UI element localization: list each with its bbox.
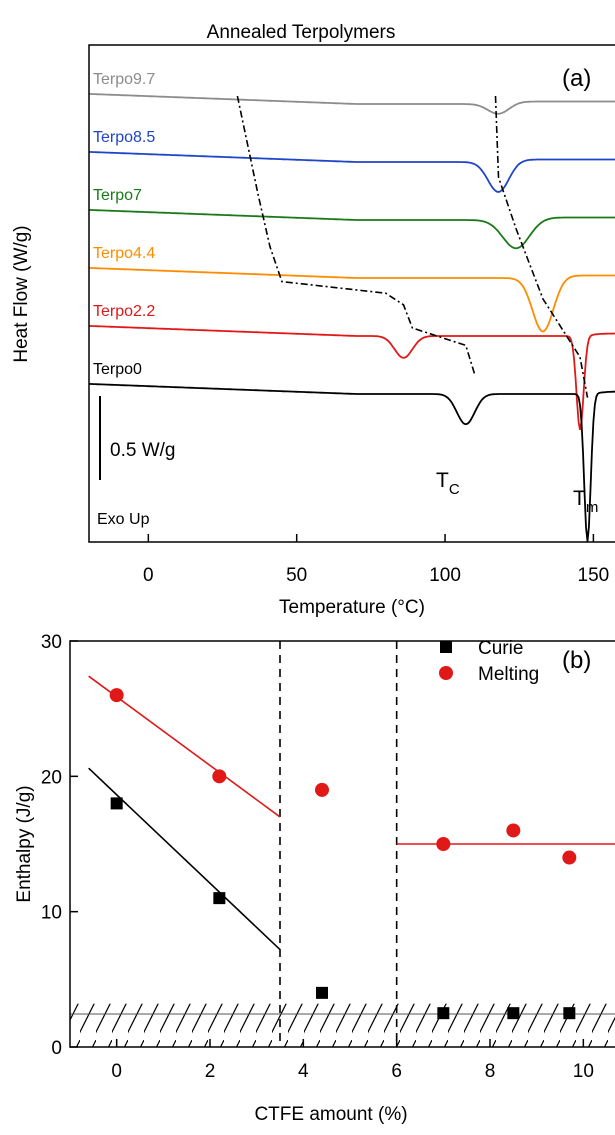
scale-bar-label: 0.5 W/g bbox=[110, 440, 175, 461]
panel-a-x-axis-label: Temperature (°C) bbox=[279, 597, 425, 618]
legend-marker-melting bbox=[439, 666, 453, 680]
x-tick-label-8: 8 bbox=[485, 1061, 496, 1082]
point-melting bbox=[562, 850, 577, 865]
panel-a-y-axis-label: Heat Flow (W/g) bbox=[11, 225, 32, 362]
point-melting bbox=[436, 837, 451, 851]
y-tick-label-20: 20 bbox=[41, 767, 62, 788]
series-label-terpo0: Terpo0 bbox=[93, 361, 142, 378]
y-tick-label-30: 30 bbox=[41, 632, 62, 653]
point-curie bbox=[563, 1007, 576, 1020]
series-label-terpo8-5: Terpo8.5 bbox=[93, 129, 155, 146]
dsc-curve-terpo8-5 bbox=[88, 151, 615, 193]
dsc-curve-terpo0 bbox=[88, 383, 615, 542]
x-tick-label-6: 6 bbox=[391, 1061, 402, 1082]
point-melting bbox=[315, 782, 329, 797]
legend-label-melting: Melting bbox=[478, 664, 539, 685]
panel-b-y-axis-label: Enthalpy (J/g) bbox=[14, 785, 35, 902]
tc-trend-line bbox=[236, 95, 476, 375]
series-labels: Terpo9.7 Terpo8.5 Terpo7 Terpo4.4 Terpo2.2 Te… bbox=[93, 71, 155, 378]
point-melting bbox=[212, 769, 227, 784]
tm-annotation: Tm bbox=[573, 487, 598, 516]
y-tick-label-10: 10 bbox=[41, 903, 62, 924]
dsc-curves bbox=[88, 93, 615, 542]
x-tick-label-50: 50 bbox=[286, 565, 307, 586]
hatched-band bbox=[70, 1003, 615, 1047]
x-tick-label-0: 0 bbox=[143, 565, 154, 586]
series-label-terpo7: Terpo7 bbox=[93, 187, 142, 204]
panel-a-frame bbox=[88, 44, 615, 543]
panel-a-dsc-chart: Annealed Terpolymers Terpo9.7Terpo8.5Ter… bbox=[11, 22, 615, 618]
series-label-terpo2-2: Terpo2.2 bbox=[93, 303, 155, 320]
x-tick-label-150: 150 bbox=[578, 565, 610, 586]
legend-label-curie: Curie bbox=[478, 638, 523, 659]
point-melting bbox=[109, 688, 124, 703]
dsc-curve-terpo4-4 bbox=[88, 267, 615, 333]
series-label-terpo9-7: Terpo9.7 bbox=[93, 71, 155, 88]
region-dividers bbox=[279, 641, 398, 1047]
point-curie bbox=[110, 797, 123, 810]
data-points bbox=[109, 688, 577, 1020]
panel-b-y-axis-ticks: 0 10 20 30 bbox=[41, 632, 78, 1059]
point-curie bbox=[213, 892, 226, 905]
point-curie bbox=[507, 1007, 520, 1020]
x-tick-label-0: 0 bbox=[111, 1061, 122, 1082]
dsc-curve-terpo7 bbox=[88, 209, 615, 250]
x-tick-label-4: 4 bbox=[298, 1061, 309, 1082]
panel-b-label: (b) bbox=[562, 647, 591, 674]
scale-bar: 0.5 W/g bbox=[99, 396, 175, 480]
exo-up-label: Exo Up bbox=[97, 511, 150, 528]
tc-annotation: TC bbox=[436, 469, 460, 498]
y-tick-label-0: 0 bbox=[51, 1038, 62, 1059]
fit-lines bbox=[88, 675, 615, 951]
x-tick-label-100: 100 bbox=[429, 565, 461, 586]
panel-a-title: Annealed Terpolymers bbox=[207, 22, 396, 43]
x-tick-label-10: 10 bbox=[573, 1061, 594, 1082]
panel-b-frame bbox=[69, 640, 615, 1048]
legend: Curie Melting bbox=[439, 638, 539, 685]
panel-a-label: (a) bbox=[562, 65, 591, 92]
point-curie bbox=[437, 1007, 450, 1020]
legend-marker-curie bbox=[440, 641, 452, 653]
transition-trend-lines bbox=[236, 95, 589, 398]
point-curie bbox=[316, 986, 328, 999]
panel-b-enthalpy-chart: 0 2 4 6 8 10 0 10 20 30 (b) Curie Melting CTFE a… bbox=[14, 632, 615, 1125]
dsc-curve-terpo9-7 bbox=[88, 93, 615, 115]
panel-b-x-axis-label: CTFE amount (%) bbox=[254, 1104, 407, 1125]
dsc-curve-terpo2-2 bbox=[88, 325, 615, 430]
panel-b-x-axis-ticks: 0 2 4 6 8 10 bbox=[111, 1039, 594, 1082]
point-melting bbox=[506, 823, 521, 838]
x-tick-label-2: 2 bbox=[205, 1061, 216, 1082]
tm-trend-line bbox=[494, 95, 589, 398]
series-label-terpo4-4: Terpo4.4 bbox=[93, 245, 155, 262]
panel-a-x-axis-ticks: 0 50 100 150 bbox=[143, 534, 609, 586]
